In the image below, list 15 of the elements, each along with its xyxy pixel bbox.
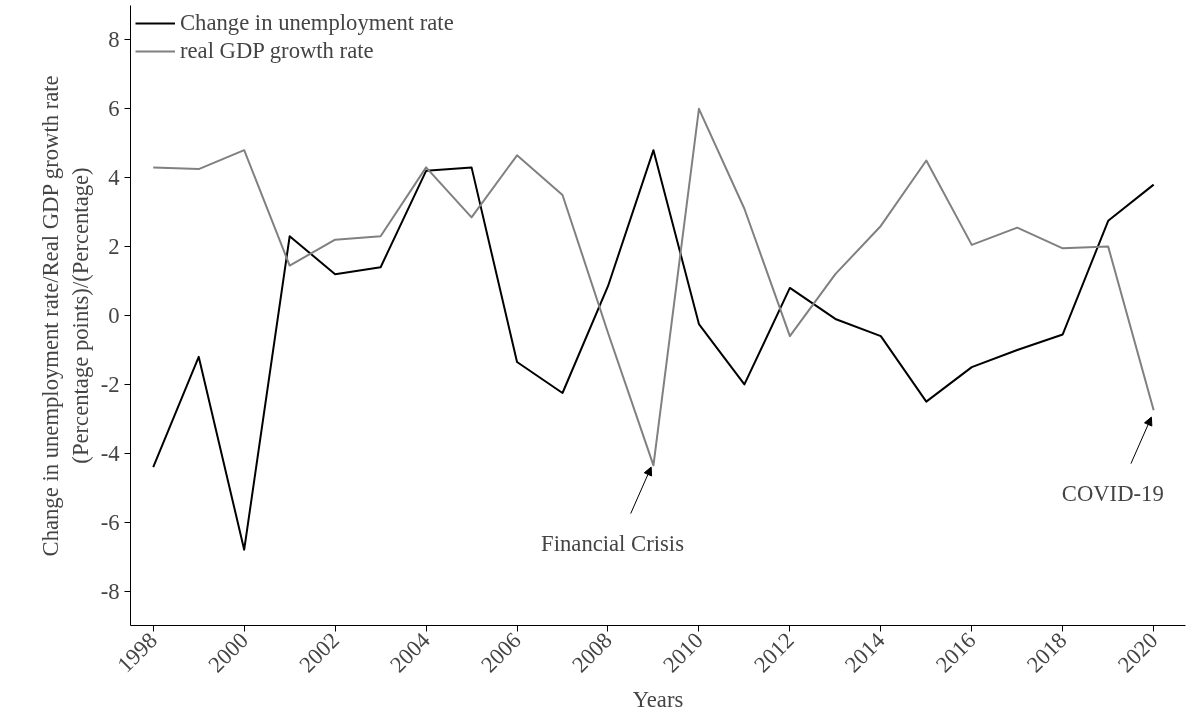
y-tick-label: -6 <box>100 509 120 535</box>
y-tick-label: 0 <box>108 303 120 328</box>
y-tick-label: -8 <box>100 578 120 604</box>
annotation: Financial Crisis <box>541 530 684 556</box>
x-axis-title: Years <box>632 687 684 713</box>
y-axis-title: Change in unemployment rate/Real GDP growth rate (Percentage points)/(Percentage) <box>37 75 93 557</box>
y-tick-label: 2 <box>108 234 120 260</box>
y-tick-label: -2 <box>100 371 120 397</box>
y-tick-label: -4 <box>100 440 120 466</box>
legend-label: real GDP growth rate <box>180 38 374 64</box>
annotation: COVID-19 <box>1061 480 1164 506</box>
y-tick-label: 4 <box>108 165 120 191</box>
y-tick-label: 8 <box>108 27 120 53</box>
y-tick-label: 6 <box>108 96 120 122</box>
legend-label: Change in unemployment rate <box>180 10 454 36</box>
